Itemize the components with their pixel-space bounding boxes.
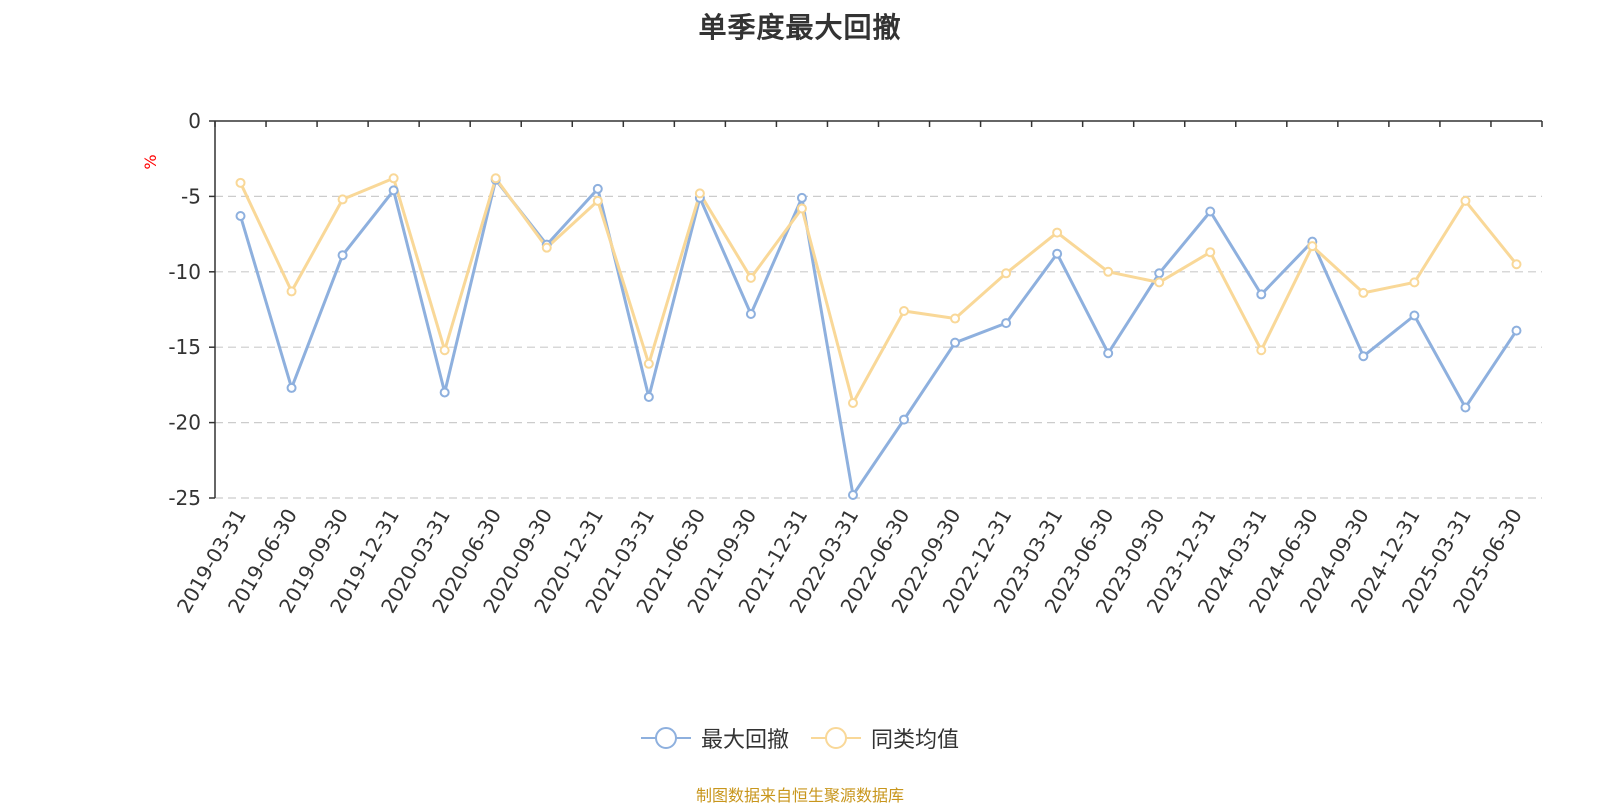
data-point-series-0 [1409,310,1420,321]
data-point-series-0 [745,309,756,320]
data-point-series-1 [439,345,450,356]
data-point-series-1 [592,195,603,206]
source-note: 制图数据来自恒生聚源数据库 [695,786,904,805]
legend-label-peer-average: 同类均值 [871,728,960,753]
data-point-series-0 [337,250,348,261]
data-point-series-0 [950,337,961,348]
data-point-series-0 [592,183,603,194]
data-point-series-1 [337,194,348,205]
legend-item-max-drawdown[interactable]: 最大回撤 [640,722,789,754]
data-point-series-0 [1256,289,1267,300]
y-tick-label: -10 [168,260,201,284]
data-point-series-1 [235,177,246,188]
data-point-series-0 [388,185,399,196]
data-point-series-0 [235,211,246,222]
data-point-series-0 [643,391,654,402]
data-point-series-0 [439,387,450,398]
data-point-series-0 [1511,325,1522,336]
data-point-series-1 [286,286,297,297]
data-point-series-1 [847,397,858,408]
data-point-series-0 [1154,268,1165,279]
legend-marker-max-drawdown [640,727,691,749]
data-point-series-0 [1103,348,1114,359]
data-point-series-1 [950,313,961,324]
data-point-series-1 [796,203,807,214]
data-point-series-0 [1205,206,1216,217]
data-point-series-1 [1103,266,1114,277]
data-point-series-1 [745,272,756,283]
y-tick-label: -5 [181,184,201,208]
legend-label-max-drawdown: 最大回撤 [700,728,789,753]
data-point-series-1 [694,188,705,199]
legend-marker-peer-average [811,727,861,749]
y-tick-label: -20 [168,411,201,435]
y-tick-label: -15 [168,335,201,359]
data-point-series-1 [1001,268,1012,279]
data-point-series-0 [1001,318,1012,329]
series-lines [239,176,1518,497]
data-point-series-1 [388,173,399,184]
y-axis-label: % [141,154,160,169]
data-point-series-1 [643,358,654,369]
data-point-series-1 [899,306,910,317]
data-point-series-1 [1256,345,1267,356]
data-point-series-0 [1460,402,1471,413]
data-point-series-0 [1358,351,1369,362]
series-points [235,173,1522,500]
data-point-series-1 [1511,259,1522,270]
data-point-series-0 [286,382,297,393]
data-point-series-1 [1307,241,1318,252]
data-point-series-1 [1358,287,1369,298]
data-point-series-1 [541,242,552,253]
data-point-series-0 [847,489,858,500]
data-point-series-1 [1205,247,1216,258]
data-point-series-0 [899,414,910,425]
data-point-series-1 [490,173,501,184]
chart-title: 单季度最大回撤 [698,11,902,44]
series-line-0 [239,178,1518,497]
y-tick-label: 0 [188,109,201,133]
series-line-1 [239,176,1518,405]
data-point-series-1 [1154,277,1165,288]
y-tick-label: -25 [168,486,201,510]
data-point-series-1 [1409,277,1420,288]
grid-lines [215,195,1542,499]
legend: 最大回撤 同类均值 [0,722,1600,754]
data-point-series-0 [796,192,807,203]
data-point-series-0 [1052,248,1063,259]
data-point-series-1 [1460,195,1471,206]
data-point-series-1 [1052,227,1063,238]
legend-item-peer-average[interactable]: 同类均值 [811,722,959,754]
